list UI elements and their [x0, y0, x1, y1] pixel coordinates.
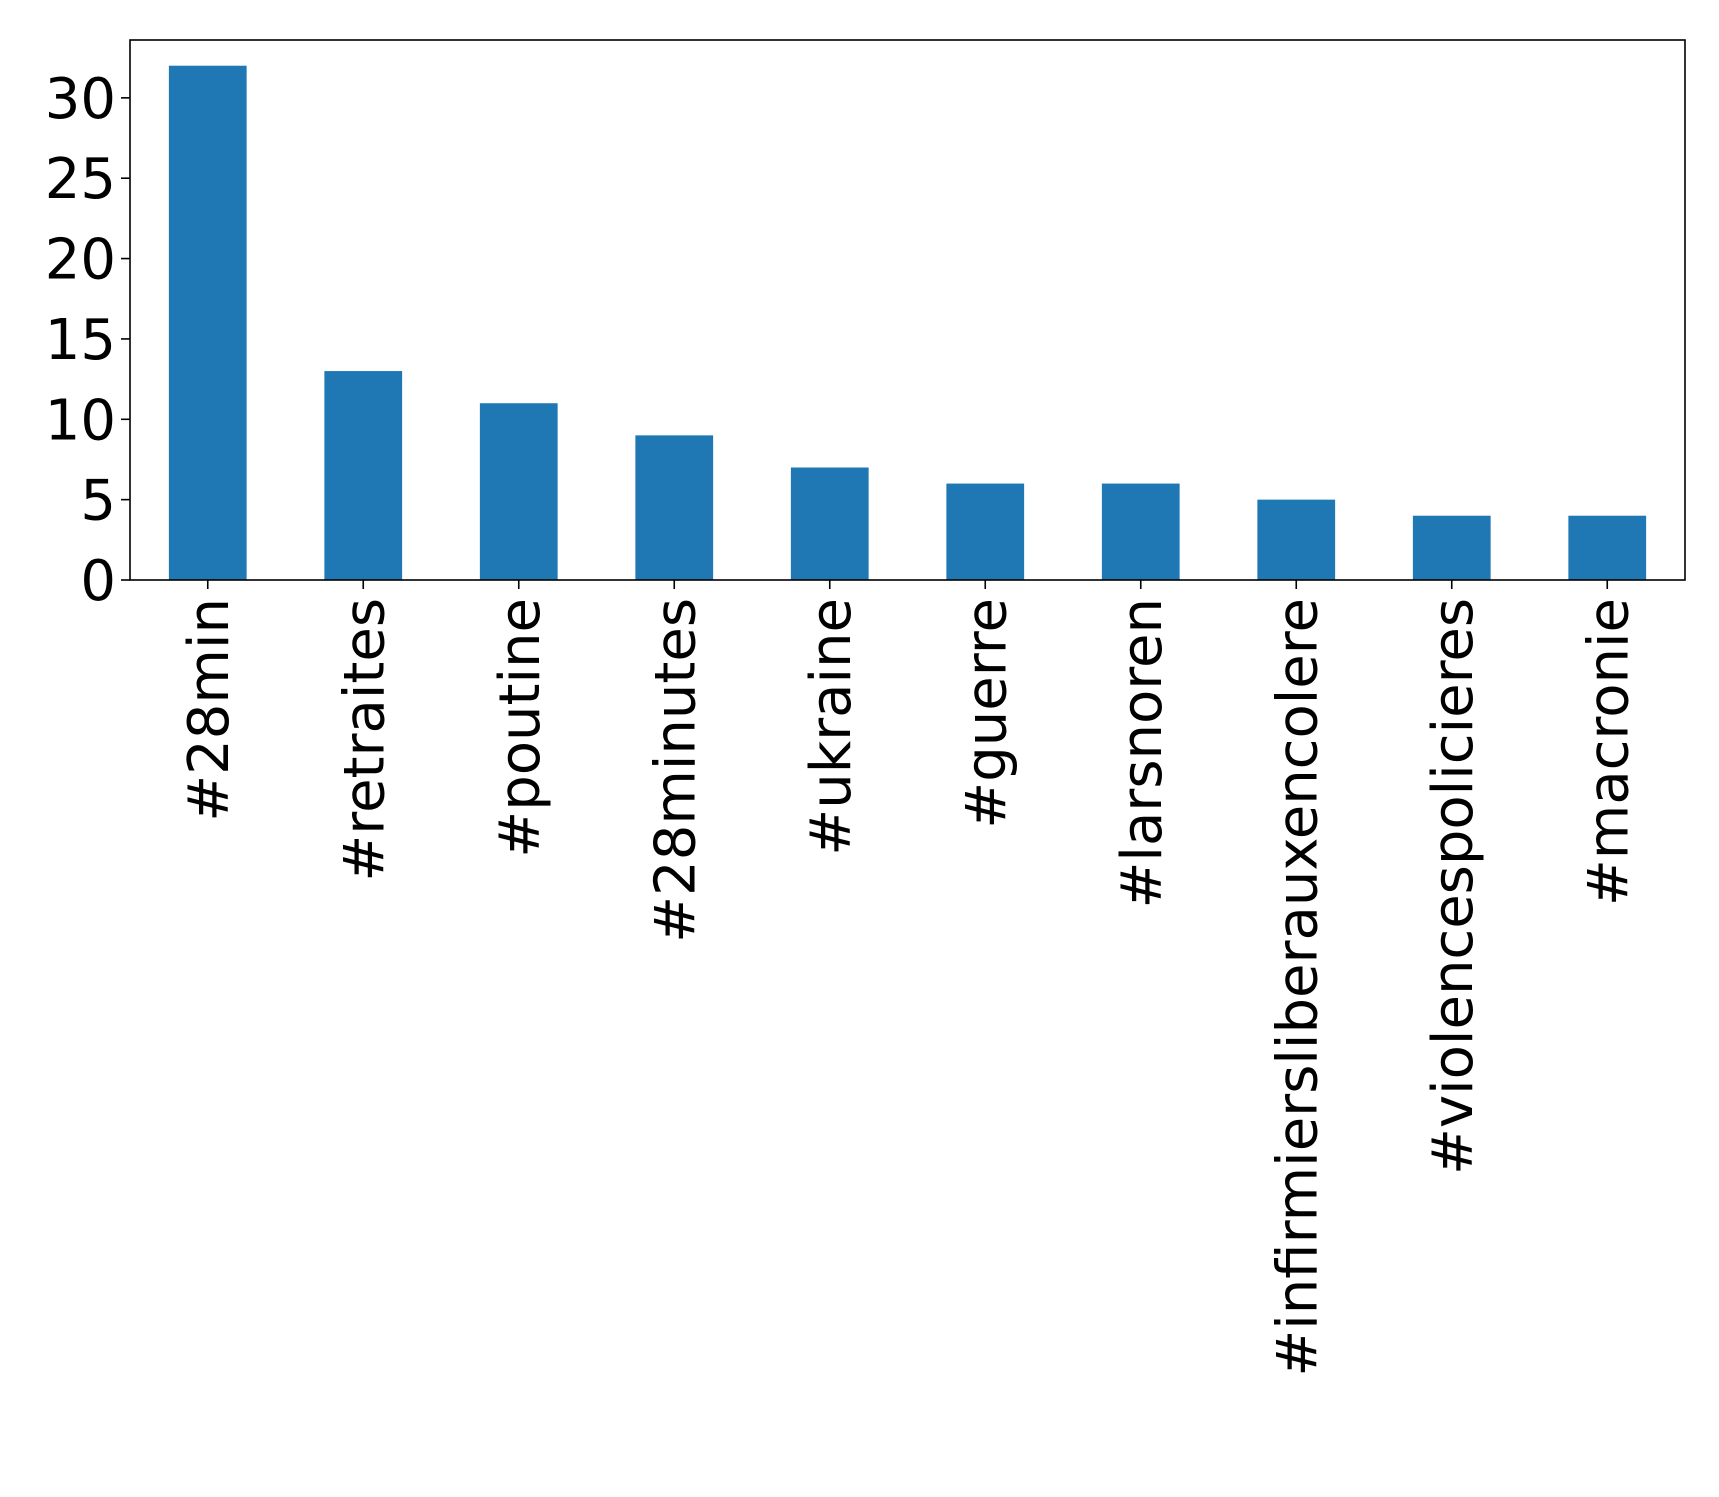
- y-tick-label: 0: [80, 549, 116, 614]
- x-tick-label: #guerre: [954, 598, 1019, 829]
- x-tick-label: #macronie: [1576, 598, 1641, 906]
- bar-infirmiersliberauxencolere: [1257, 499, 1336, 580]
- bar-ukraine: [790, 467, 869, 580]
- bar-larsnoren: [1101, 483, 1180, 580]
- x-tick-label: #ukraine: [799, 598, 864, 856]
- bars-group: [168, 65, 1647, 580]
- bar-guerre: [946, 483, 1025, 580]
- y-tick-label: 10: [45, 388, 116, 453]
- x-tick-label: #retraites: [332, 598, 397, 882]
- bar-violencespolicieres: [1412, 515, 1491, 580]
- x-tick-label: #violencespolicieres: [1421, 598, 1486, 1175]
- bar-28min: [168, 65, 247, 580]
- x-tick-label: #infirmiersliberauxencolere: [1265, 598, 1330, 1377]
- x-tick-label: #larsnoren: [1110, 598, 1175, 909]
- y-tick-label: 15: [45, 308, 116, 373]
- bar-poutine: [479, 403, 558, 580]
- bar-macronie: [1568, 515, 1647, 580]
- x-tick-label: #28min: [177, 598, 242, 822]
- y-tick-label: 5: [80, 469, 116, 534]
- y-axis: 0 5 10 15 20 25 30: [45, 67, 130, 614]
- plot-frame: [129, 39, 1686, 581]
- x-tick-label: #28minutes: [643, 598, 708, 943]
- x-tick-label: #poutine: [488, 598, 553, 858]
- bar-retraites: [324, 371, 403, 580]
- x-axis: #28min #retraites #poutine #28minutes #ukrai…: [177, 580, 1641, 1377]
- y-tick-label: 20: [45, 228, 116, 293]
- bar-28minutes: [635, 435, 714, 580]
- y-tick-label: 25: [45, 147, 116, 212]
- y-tick-label: 30: [45, 67, 116, 132]
